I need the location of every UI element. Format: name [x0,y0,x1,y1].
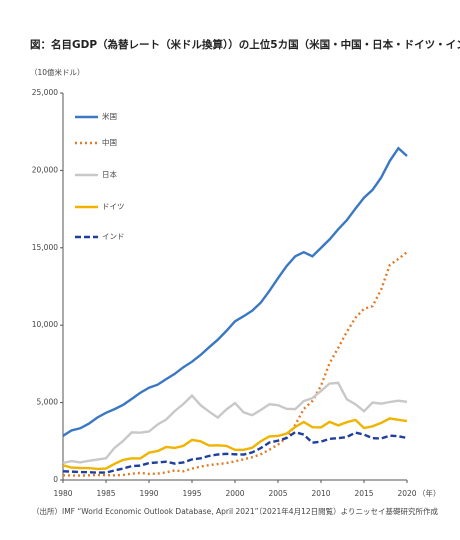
x-tick-label: 1985 [96,489,115,498]
y-tick-label: 10,000 [32,320,58,329]
y-tick-label: 20,000 [32,165,58,174]
legend-label: 日本 [102,169,117,179]
source-note: （出所）IMF “World Economic Outlook Database… [32,506,438,516]
y-tick-label: 5,000 [37,398,59,407]
series-line [62,381,408,465]
legend-label: ドイツ [102,202,125,211]
x-tick-label: 1980 [53,489,72,498]
y-tick-label: 15,000 [32,243,58,252]
x-tick-label: 2015 [354,489,373,498]
y-tick-label: 0 [53,475,58,484]
series-line [62,251,408,477]
legend-label: 中国 [102,137,117,147]
series-line [62,430,408,474]
x-tick-label: 1995 [182,489,201,498]
chart-title: 図：名目GDP（為替レート（米ドル換算））の上位5カ国（米国・中国・日本・ドイツ… [30,38,460,51]
legend-label: インド [102,232,125,241]
x-tick-label: 2020 [397,489,416,498]
legend-label: 米国 [102,111,117,121]
series-line [62,417,408,471]
x-tick-label: 2010 [311,489,330,498]
x-tick-label: 2000 [225,489,244,498]
x-tick-label: 1990 [139,489,158,498]
series-line [62,146,408,437]
y-axis-label: （10億米ドル） [30,67,85,77]
x-axis-label: （年） [418,488,441,498]
x-tick-label: 2005 [268,489,287,498]
y-tick-label: 25,000 [32,88,58,97]
